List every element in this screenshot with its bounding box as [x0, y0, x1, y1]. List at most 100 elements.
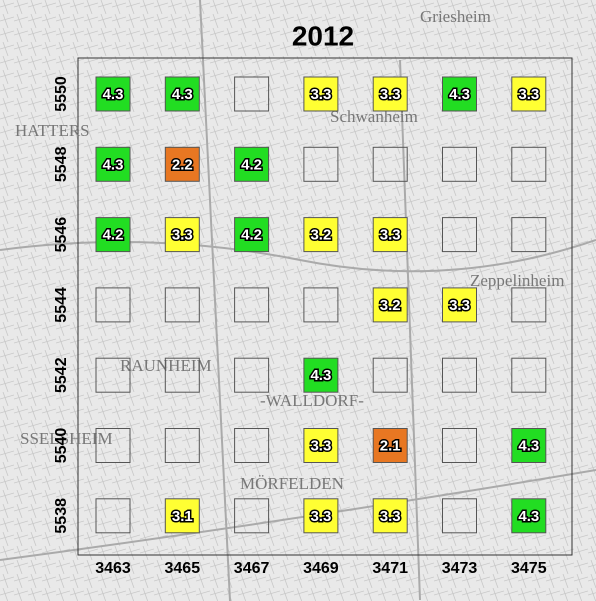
cell-value: 3.1	[172, 508, 193, 525]
cell-value: 3.2	[380, 297, 401, 314]
empty-cell	[234, 428, 270, 463]
cell	[164, 498, 200, 534]
y-label: 5544	[53, 287, 70, 323]
cell	[303, 428, 339, 463]
x-label: 3471	[372, 560, 408, 577]
cell	[95, 217, 131, 253]
cell	[164, 76, 200, 112]
cell	[511, 498, 547, 534]
empty-cell	[234, 357, 270, 393]
cell	[234, 146, 270, 182]
cell	[95, 76, 131, 112]
cell-value: 3.3	[380, 227, 401, 244]
cell-value: 4.3	[518, 437, 539, 454]
place-label: MÖRFELDEN	[240, 474, 344, 493]
place-label: -WALLDORF-	[260, 391, 364, 410]
cell	[511, 428, 547, 463]
y-label: 5548	[53, 146, 70, 182]
cell-value: 4.3	[449, 86, 470, 103]
y-label: 5540	[53, 428, 70, 464]
cell	[303, 76, 339, 112]
cell-value: 4.3	[172, 86, 193, 103]
empty-cell	[442, 498, 477, 534]
cell-value: 3.3	[449, 297, 470, 314]
empty-cell	[234, 498, 270, 534]
cell	[511, 76, 547, 112]
title: 2012	[292, 20, 354, 51]
empty-cell	[95, 498, 131, 534]
cell	[442, 76, 477, 112]
cell-value: 4.3	[103, 156, 124, 173]
cell-value: 3.3	[310, 437, 331, 454]
cell-value: 4.2	[103, 227, 124, 244]
y-label: 5550	[53, 76, 70, 112]
empty-cell	[442, 357, 477, 393]
place-label: RAUNHEIM	[120, 356, 212, 375]
empty-cell	[303, 287, 339, 323]
place-label: HATTERS	[15, 121, 90, 140]
empty-cell	[164, 428, 200, 463]
empty-cell	[511, 287, 547, 323]
cell-value: 3.3	[172, 227, 193, 244]
place-label: Zeppelinheim	[470, 271, 564, 290]
place-label: Schwanheim	[330, 107, 418, 126]
cell	[164, 217, 200, 253]
cell-value: 3.3	[310, 508, 331, 525]
empty-cell	[95, 287, 131, 323]
empty-cell	[95, 357, 131, 393]
empty-cell	[234, 76, 270, 112]
empty-cell	[95, 428, 131, 463]
cell-value: 3.2	[310, 227, 331, 244]
cell	[372, 498, 408, 534]
x-label: 3475	[511, 560, 547, 577]
empty-cell	[303, 146, 339, 182]
empty-cell	[164, 357, 200, 393]
cell	[442, 287, 477, 323]
empty-cell	[511, 146, 547, 182]
cell-value: 3.3	[310, 86, 331, 103]
empty-cell	[442, 428, 477, 463]
x-label: 3467	[234, 560, 270, 577]
y-label: 5538	[53, 498, 70, 534]
cell	[303, 357, 339, 393]
grid-frame	[77, 57, 573, 556]
cell-value: 4.3	[103, 86, 124, 103]
cell-value: 4.3	[518, 508, 539, 525]
empty-cell	[372, 357, 408, 393]
x-label: 3463	[95, 560, 131, 577]
cell-value: 2.1	[380, 437, 401, 454]
cell-value: 3.3	[380, 508, 401, 525]
cell	[234, 217, 270, 253]
cell-value: 4.3	[310, 367, 331, 384]
place-label: Griesheim	[420, 7, 491, 26]
cell-value: 2.2	[172, 156, 193, 173]
empty-cell	[442, 217, 477, 253]
cell-value: 4.2	[241, 227, 262, 244]
cell	[372, 217, 408, 253]
cell-value: 4.2	[241, 156, 262, 173]
empty-cell	[511, 357, 547, 393]
y-label: 5542	[53, 357, 70, 393]
cell	[303, 498, 339, 534]
cell	[372, 76, 408, 112]
cell	[303, 217, 339, 253]
cell-value: 3.3	[518, 86, 539, 103]
cell	[164, 146, 200, 182]
empty-cell	[372, 146, 408, 182]
cell	[95, 146, 131, 182]
place-label: SSELSHEIM	[20, 429, 113, 448]
y-label: 5546	[53, 217, 70, 253]
x-label: 3473	[442, 560, 478, 577]
empty-cell	[442, 146, 477, 182]
x-label: 3465	[165, 560, 201, 577]
x-label: 3469	[303, 560, 339, 577]
cell	[372, 428, 408, 463]
empty-cell	[234, 287, 270, 323]
cell	[372, 287, 408, 323]
cell-value: 3.3	[380, 86, 401, 103]
empty-cell	[511, 217, 547, 253]
empty-cell	[164, 287, 200, 323]
